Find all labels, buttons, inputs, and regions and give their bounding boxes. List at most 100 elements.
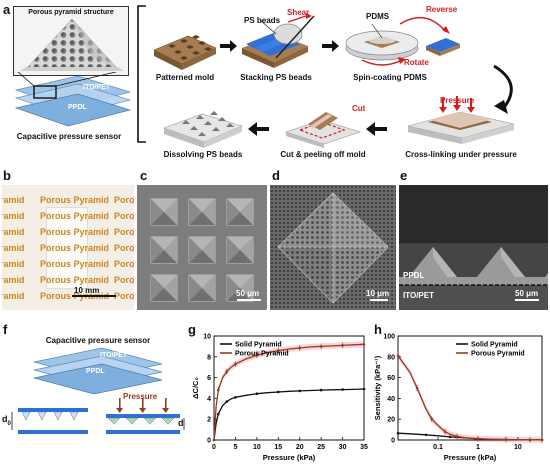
panel-label-b: b bbox=[3, 168, 11, 183]
porous-pyramid-illustration bbox=[20, 18, 124, 71]
scale-label-c: 50 μm bbox=[236, 289, 260, 298]
axes-frame bbox=[397, 335, 543, 441]
x-axis-label: Pressure (kPa) bbox=[263, 453, 316, 462]
x-tick-label: 20 bbox=[296, 444, 304, 451]
y-tick-label: 10 bbox=[203, 334, 211, 341]
data-point bbox=[362, 387, 366, 391]
data-point bbox=[225, 400, 229, 403]
data-point bbox=[298, 389, 302, 393]
x-tick-label: 0.1 bbox=[433, 444, 443, 451]
sensor-stack-f bbox=[33, 347, 163, 394]
sensor-photo: ramid Porous Pyramid Poro ramid Porous Pyram… bbox=[2, 185, 134, 310]
legend-entry: Porous Pyramid bbox=[471, 351, 525, 358]
arrow-right-icon bbox=[220, 40, 237, 52]
photo-text: Porous Pyramid bbox=[40, 259, 110, 269]
ito-label-f: ITO/PET bbox=[100, 352, 128, 359]
step-cross-linking: Cross-linking under pressure bbox=[405, 150, 517, 159]
y-tick-label: 60 bbox=[387, 375, 395, 382]
x-tick-label: 10 bbox=[253, 444, 261, 451]
pyramid bbox=[150, 274, 178, 302]
photo-text: Poro bbox=[114, 243, 134, 253]
panel-label-g: g bbox=[188, 322, 196, 337]
data-point bbox=[396, 354, 400, 358]
scale-bar-c bbox=[237, 299, 261, 301]
y-axis-label: Sensitivity (kPa⁻¹) bbox=[373, 355, 382, 420]
step-patterned-mold: Patterned mold bbox=[155, 73, 215, 82]
photo-text: Poro bbox=[114, 195, 134, 205]
photo-text: Poro bbox=[114, 227, 134, 237]
error-band bbox=[398, 352, 542, 443]
pyramid bbox=[150, 198, 178, 226]
spin-coating-illustration bbox=[345, 16, 460, 66]
cross-section bbox=[399, 185, 548, 310]
panel-label-d: d bbox=[272, 168, 280, 183]
curved-arrow-icon bbox=[493, 64, 513, 114]
photo-text: Porous Pyramid bbox=[40, 243, 110, 253]
pyramid bbox=[150, 236, 178, 264]
arrow-right-icon bbox=[322, 40, 339, 52]
data-point bbox=[396, 431, 400, 435]
photo-text: Porous Pyramid bbox=[40, 195, 110, 205]
x-tick-label: 25 bbox=[317, 444, 325, 451]
scale-bar-e bbox=[515, 299, 539, 301]
shear-label: Shear bbox=[287, 8, 310, 17]
photo-text: Porous Pyramid bbox=[40, 211, 110, 221]
capacitive-sensor-illustration bbox=[14, 72, 132, 127]
data-point bbox=[216, 412, 220, 416]
porous-pyramid-inset: Porous pyramid structure bbox=[13, 6, 129, 76]
dissolving-illustration bbox=[163, 111, 243, 148]
x-tick-label: 15 bbox=[274, 444, 282, 451]
pdms-label: PDMS bbox=[366, 12, 390, 21]
panel-label-e: e bbox=[400, 168, 408, 183]
y-tick-label: 8 bbox=[207, 354, 211, 361]
y-tick-label: 80 bbox=[387, 354, 395, 361]
series-line bbox=[397, 355, 543, 441]
pressure-label: Pressure bbox=[440, 96, 475, 105]
ppdl-label-f: PPDL bbox=[86, 368, 105, 375]
photo-text: ramid bbox=[2, 259, 25, 269]
ppdl-label-e: PPDL bbox=[403, 271, 425, 280]
arrow-left-icon bbox=[366, 122, 387, 136]
photo-text: Poro bbox=[114, 291, 134, 301]
process-bracket bbox=[137, 5, 146, 143]
series-line bbox=[213, 343, 365, 441]
cross-linking-illustration bbox=[407, 96, 515, 144]
cut-peel-illustration bbox=[285, 112, 361, 148]
stacking-ps-beads-illustration bbox=[242, 13, 315, 68]
data-point bbox=[448, 435, 452, 439]
sem-image-c: 50 μm bbox=[137, 185, 267, 310]
arrow-left-icon bbox=[248, 122, 269, 136]
photo-text: ramid bbox=[2, 227, 25, 237]
photo-text: Porous Pyramid bbox=[40, 227, 110, 237]
x-tick-label: 1 bbox=[476, 444, 480, 451]
x-tick-label: 30 bbox=[339, 444, 347, 451]
photo-text: Poro bbox=[114, 275, 134, 285]
x-tick-label: 5 bbox=[233, 444, 237, 451]
d-label: d bbox=[178, 418, 184, 428]
patterned-mold-illustration bbox=[153, 35, 217, 70]
y-tick-label: 0 bbox=[391, 438, 395, 445]
pyramid-array bbox=[150, 198, 254, 302]
scale-bar-d bbox=[370, 299, 388, 301]
transparent-film bbox=[46, 207, 88, 289]
sem-image-d: 10 μm bbox=[270, 185, 396, 310]
step-cut-peel: Cut & peeling off mold bbox=[280, 150, 366, 159]
panel-label-a: a bbox=[3, 2, 11, 17]
legend-entry: Solid Pyramid bbox=[471, 342, 518, 349]
legend-entry: Solid Pyramid bbox=[235, 342, 282, 349]
rotate-label: Rotate bbox=[404, 58, 429, 67]
photo-text: ramid bbox=[2, 211, 25, 221]
y-tick-label: 0 bbox=[207, 438, 211, 445]
y-tick-label: 2 bbox=[207, 417, 211, 424]
sem-image-e: PPDL ITO/PET 50 μm bbox=[399, 185, 548, 310]
y-tick-label: 100 bbox=[383, 334, 395, 341]
x-tick-label: 0 bbox=[212, 444, 216, 451]
photo-text: ramid bbox=[2, 291, 25, 301]
reverse-label: Reverse bbox=[426, 5, 458, 14]
data-point bbox=[424, 433, 428, 437]
scale-bar-b bbox=[72, 295, 116, 297]
y-axis-label: ΔC/C₀ bbox=[191, 377, 200, 399]
x-tick-label: 10 bbox=[514, 444, 522, 451]
pyramid bbox=[188, 236, 216, 264]
